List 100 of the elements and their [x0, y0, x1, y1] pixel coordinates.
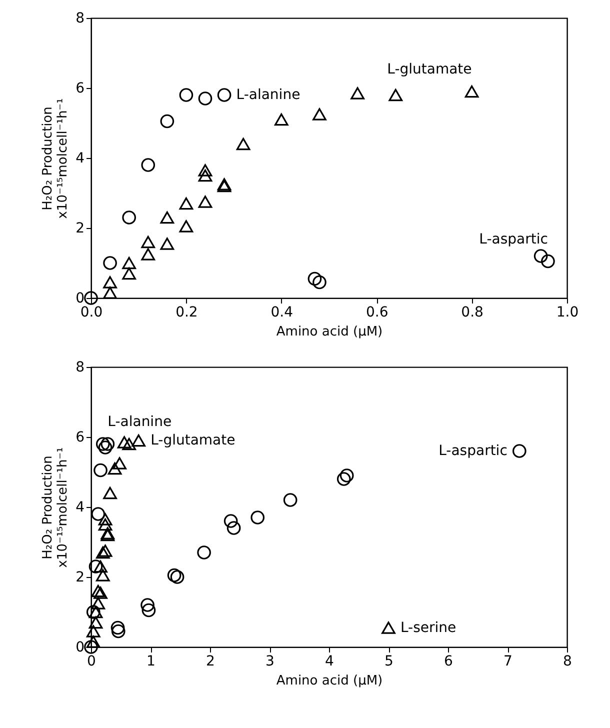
point	[512, 444, 526, 458]
point	[98, 518, 112, 531]
point	[110, 620, 125, 635]
y-tick-label: 6	[76, 430, 85, 446]
y-tick-label: 4	[76, 150, 85, 166]
y-tick-label: 0	[76, 290, 84, 306]
x-tick-label: 7	[504, 654, 512, 670]
point	[312, 275, 326, 290]
point	[117, 436, 132, 448]
point	[170, 570, 184, 584]
y-axis-title: H₂O₂ Production x10⁻¹⁵molcell⁻¹h⁻¹	[40, 447, 71, 568]
point	[340, 468, 354, 482]
y-tick-label: 4	[76, 500, 85, 516]
point	[141, 248, 156, 260]
point	[86, 605, 100, 619]
point	[96, 569, 110, 582]
series-label: L-serine	[400, 620, 456, 636]
point	[283, 493, 298, 507]
point	[122, 210, 136, 224]
point	[541, 254, 555, 268]
x-tick-label: 1.0	[556, 304, 579, 320]
x-tick-label: 2	[206, 654, 215, 670]
x-tick-label: 0.6	[366, 304, 388, 320]
point	[86, 625, 100, 638]
point	[197, 546, 211, 560]
x-tick-label: 8	[563, 654, 572, 670]
point	[122, 438, 136, 450]
point	[88, 616, 103, 629]
point	[132, 434, 146, 447]
point	[94, 586, 108, 599]
point	[179, 220, 194, 232]
point	[236, 138, 250, 150]
point	[94, 560, 108, 573]
point	[336, 472, 351, 486]
point	[103, 286, 117, 299]
point	[382, 622, 396, 634]
y-tick-label: 2	[76, 570, 84, 586]
point	[122, 256, 136, 270]
point	[534, 249, 548, 263]
point	[84, 291, 98, 305]
x-tick-label: 3	[266, 654, 274, 670]
point	[91, 507, 106, 521]
point	[160, 114, 174, 128]
x-tick-label: 1	[146, 654, 156, 670]
y-tick-label: 2	[76, 220, 84, 236]
point	[179, 88, 194, 102]
point	[103, 486, 117, 500]
point	[112, 457, 126, 470]
point	[224, 514, 238, 528]
point	[94, 463, 108, 478]
point	[274, 113, 288, 126]
point	[96, 546, 110, 559]
x-axis-title: Amino acid (μM)	[276, 324, 383, 340]
point	[96, 437, 110, 451]
y-tick-label: 8	[76, 10, 84, 26]
point	[217, 88, 232, 102]
point	[141, 236, 156, 248]
point	[86, 636, 100, 648]
point	[84, 640, 98, 654]
x-tick-label: 0.4	[270, 304, 294, 320]
y-axis-title: H₂O₂ Production x10⁻¹⁵molcell⁻¹h⁻¹	[40, 98, 71, 219]
point	[167, 568, 182, 582]
y-tick-label: 8	[76, 360, 84, 376]
point	[388, 88, 403, 102]
point	[108, 462, 122, 475]
point	[464, 85, 479, 98]
point	[91, 597, 106, 610]
point	[160, 211, 174, 224]
y-tick-label: 0	[76, 640, 84, 656]
point	[142, 603, 156, 618]
series-label: L-alanine	[108, 414, 172, 430]
point	[111, 624, 126, 638]
point	[350, 87, 364, 100]
x-axis-title: Amino acid (μM)	[276, 674, 383, 688]
point	[198, 169, 212, 182]
x-tick-label: 0	[87, 654, 96, 670]
point	[160, 238, 174, 250]
point	[140, 598, 154, 612]
series-label: L-glutamate	[387, 62, 472, 78]
series-label: L-aspartic	[479, 231, 548, 248]
series-label: L-glutamate	[150, 432, 236, 448]
x-tick-label: 0.0	[80, 304, 103, 320]
point	[88, 560, 103, 574]
point	[100, 437, 115, 451]
point	[308, 272, 322, 286]
point	[98, 544, 112, 557]
x-tick-label: 6	[444, 654, 454, 670]
point	[198, 196, 212, 208]
x-tick-label: 5	[384, 654, 394, 670]
point	[122, 267, 136, 280]
point	[250, 510, 265, 524]
point	[98, 513, 112, 526]
series-label: L-alanine	[236, 87, 300, 103]
point	[179, 197, 194, 210]
x-tick-label: 0.8	[461, 304, 484, 320]
point	[103, 256, 117, 270]
y-tick-label: 6	[76, 80, 85, 96]
point	[98, 440, 112, 454]
point	[88, 606, 103, 618]
series-label: L-aspartic	[438, 443, 508, 459]
